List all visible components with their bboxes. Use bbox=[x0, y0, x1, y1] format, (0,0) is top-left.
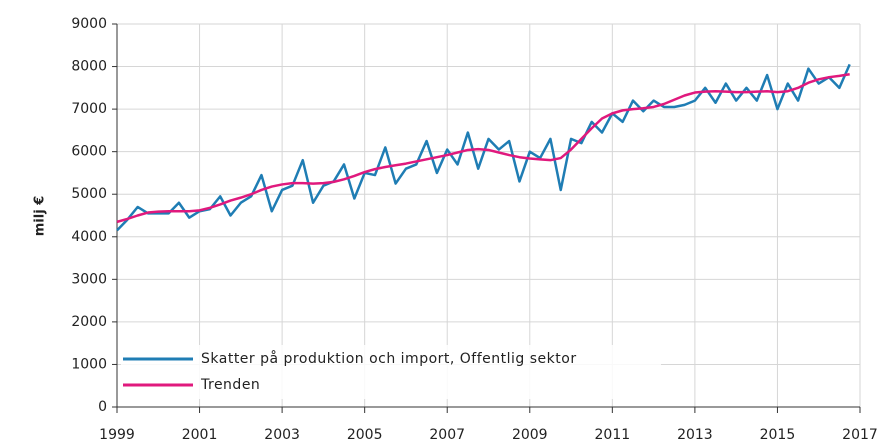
y-tick-label: 7000 bbox=[71, 101, 107, 117]
legend-box bbox=[121, 345, 661, 399]
y-tick-label: 6000 bbox=[71, 144, 107, 160]
y-tick-label: 1000 bbox=[71, 356, 107, 372]
x-tick-label: 2007 bbox=[429, 427, 465, 443]
x-tick-label: 2003 bbox=[264, 427, 300, 443]
y-tick-label: 5000 bbox=[71, 186, 107, 202]
x-tick-label: 2005 bbox=[347, 427, 383, 443]
x-tick-label: 2015 bbox=[760, 427, 796, 443]
x-tick-label: 2001 bbox=[182, 427, 218, 443]
y-tick-label: 8000 bbox=[71, 59, 107, 75]
x-tick-label: 2017 bbox=[842, 427, 878, 443]
y-axis-label: milj € bbox=[33, 196, 48, 237]
y-tick-label: 2000 bbox=[71, 314, 107, 330]
x-tick-label: 2009 bbox=[512, 427, 548, 443]
legend-label: Trenden bbox=[200, 377, 260, 393]
x-tick-label: 2013 bbox=[677, 427, 713, 443]
x-tick-label: 2011 bbox=[595, 427, 631, 443]
legend-label: Skatter på produktion och import, Offent… bbox=[201, 350, 577, 367]
y-tick-label: 3000 bbox=[71, 271, 107, 287]
x-tick-label: 1999 bbox=[99, 427, 135, 443]
y-tick-label: 9000 bbox=[71, 16, 107, 32]
y-tick-label: 4000 bbox=[71, 229, 107, 245]
y-tick-label: 0 bbox=[98, 399, 107, 415]
line-series bbox=[116, 72, 850, 224]
line-series bbox=[116, 63, 851, 232]
